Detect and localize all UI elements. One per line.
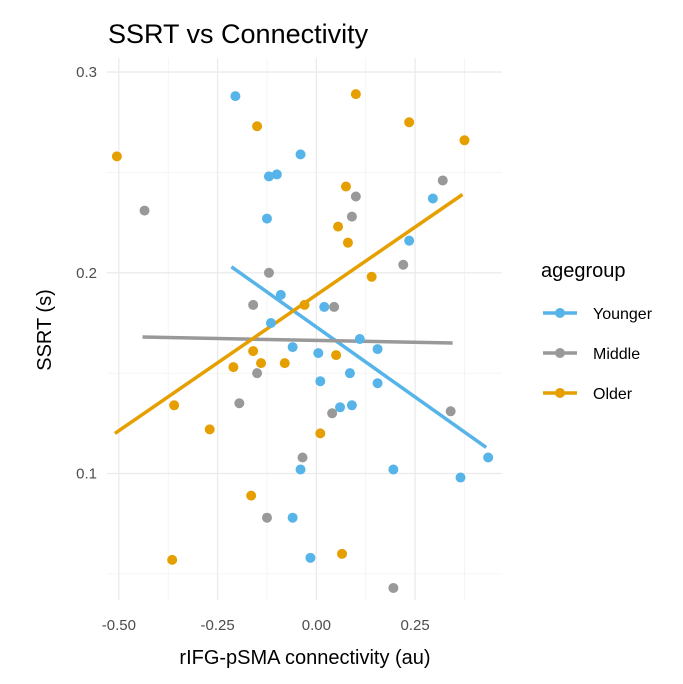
data-point-younger: [354, 334, 365, 345]
data-point-middle: [139, 205, 150, 216]
x-tick-label: -0.50: [102, 617, 136, 634]
data-point-middle: [346, 211, 357, 222]
y-tick-label: 0.3: [76, 64, 97, 81]
legend-label: Older: [593, 386, 633, 403]
data-point-older: [366, 271, 377, 282]
data-point-younger: [295, 149, 306, 160]
data-point-younger: [271, 169, 282, 180]
legend-items: Younger Middle Older: [543, 306, 653, 403]
plot-area: [107, 58, 502, 600]
data-point-middle: [398, 259, 409, 270]
x-tick-label: 0.25: [400, 617, 429, 634]
data-point-older: [331, 350, 342, 361]
data-point-younger: [263, 171, 274, 182]
data-point-older: [315, 428, 326, 439]
data-point-older: [204, 424, 215, 435]
data-point-middle: [445, 406, 456, 417]
fit-line-older: [113, 193, 464, 435]
x-tick-label: -0.25: [200, 617, 234, 634]
data-point-older: [169, 400, 180, 411]
data-point-younger: [265, 317, 276, 328]
data-point-middle: [437, 175, 448, 186]
data-point-older: [228, 362, 239, 373]
data-point-older: [252, 121, 263, 132]
data-point-middle: [327, 408, 338, 419]
data-point-older: [340, 181, 351, 192]
data-point-younger: [388, 464, 399, 475]
data-point-younger: [372, 344, 383, 355]
fit-line-middle: [142, 335, 453, 345]
legend-item-middle: Middle: [543, 346, 640, 363]
data-point-older: [299, 299, 310, 310]
data-point-younger: [372, 378, 383, 389]
data-point-younger: [305, 552, 316, 563]
chart-title: SSRT vs Connectivity: [108, 19, 369, 49]
data-point-middle: [388, 582, 399, 593]
data-point-younger: [483, 452, 494, 463]
data-point-older: [256, 358, 267, 369]
data-point-older: [342, 237, 353, 248]
data-point-younger: [295, 464, 306, 475]
data-point-middle: [329, 301, 340, 312]
data-point-middle: [297, 452, 308, 463]
data-point-middle: [248, 299, 259, 310]
legend-item-younger: Younger: [543, 306, 653, 323]
y-tick-label: 0.1: [76, 466, 97, 483]
data-point-middle: [350, 191, 361, 202]
y-axis-title: SSRT (s): [34, 289, 56, 371]
legend-key-point: [555, 388, 565, 398]
grid: [107, 58, 502, 600]
data-point-older: [167, 554, 178, 565]
data-point-older: [459, 135, 470, 146]
y-axis-ticks: 0.1 0.2 0.3: [76, 64, 97, 482]
x-axis-ticks: -0.50 -0.25 0.00 0.25: [102, 617, 430, 634]
data-point-younger: [455, 472, 466, 483]
data-point-younger: [335, 402, 346, 413]
x-tick-label: 0.00: [302, 617, 331, 634]
data-point-older: [404, 117, 415, 128]
data-point-older: [111, 151, 122, 162]
data-point-younger: [313, 348, 324, 359]
data-point-middle: [234, 398, 245, 409]
data-point-younger: [315, 376, 326, 387]
fit-lines: [113, 193, 488, 449]
data-point-younger: [230, 91, 241, 102]
data-point-middle: [261, 512, 272, 523]
data-point-older: [279, 358, 290, 369]
data-point-older: [350, 89, 361, 100]
data-point-younger: [319, 301, 330, 312]
data-point-older: [248, 346, 259, 357]
data-point-middle: [252, 368, 263, 379]
data-point-older: [333, 221, 344, 232]
fit-line-younger: [230, 265, 488, 449]
legend-key-point: [555, 308, 565, 318]
data-point-older: [246, 490, 257, 501]
data-point-younger: [427, 193, 438, 204]
data-point-older: [337, 548, 348, 559]
data-point-younger: [287, 342, 298, 353]
data-point-younger: [346, 400, 357, 411]
legend-title: agegroup: [541, 260, 626, 282]
data-point-middle: [263, 267, 274, 278]
data-point-younger: [344, 368, 355, 379]
data-point-younger: [287, 512, 298, 523]
legend-item-older: Older: [543, 386, 633, 403]
data-point-younger: [275, 289, 286, 300]
legend-key-point: [555, 348, 565, 358]
y-tick-label: 0.2: [76, 265, 97, 282]
x-axis-title: rIFG-pSMA connectivity (au): [179, 647, 430, 669]
data-point-younger: [404, 235, 415, 246]
data-points: [111, 89, 494, 593]
data-point-younger: [261, 213, 272, 224]
legend-label: Younger: [593, 306, 653, 323]
legend: agegroup Younger Middle Older: [541, 260, 653, 403]
legend-label: Middle: [593, 346, 640, 363]
